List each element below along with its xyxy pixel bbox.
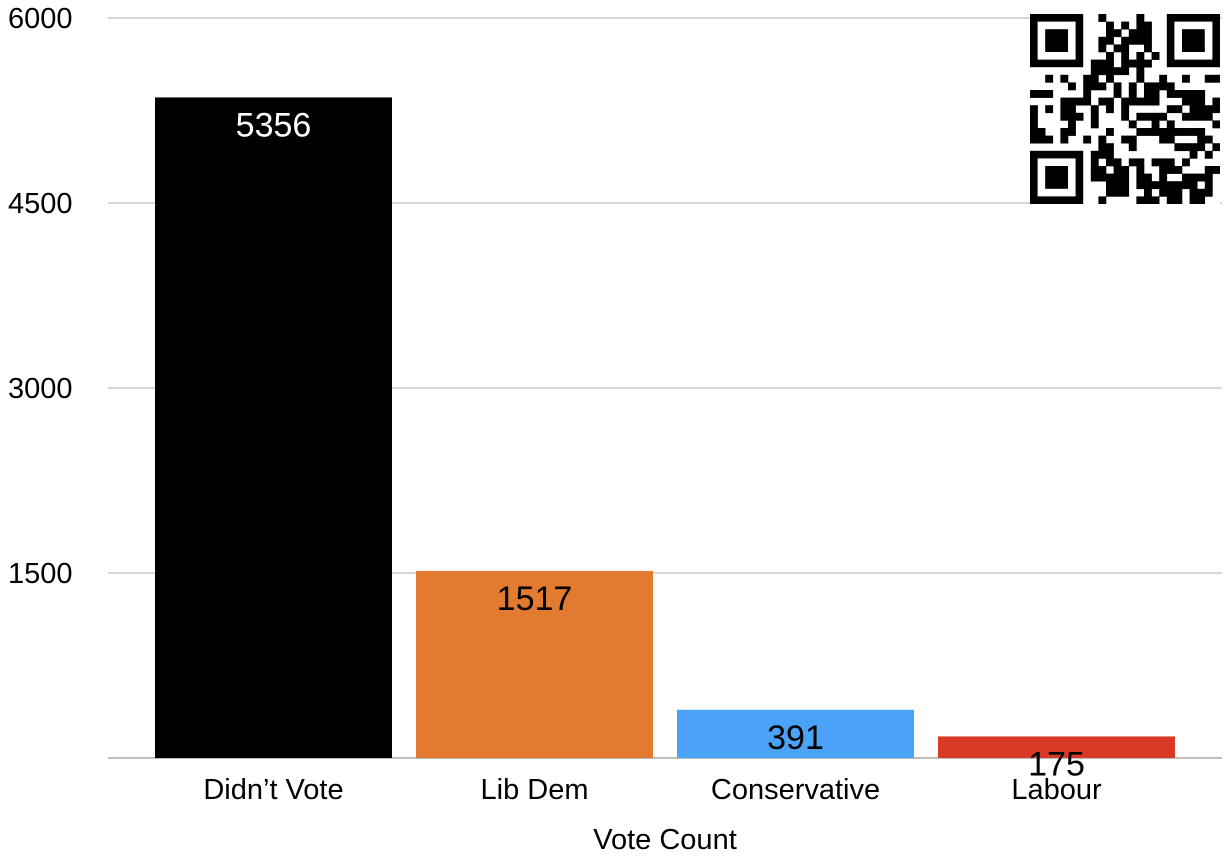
- y-axis-ticks: 1500 3000 4500 6000: [8, 3, 73, 590]
- x-category-label: Labour: [1011, 774, 1102, 806]
- data-label: 5356: [236, 106, 312, 144]
- y-tick-label: 4500: [8, 188, 73, 220]
- data-label: 175: [1028, 745, 1085, 783]
- data-label: 1517: [497, 580, 573, 618]
- qr-code-icon: [1030, 14, 1221, 205]
- data-label: 391: [767, 719, 824, 757]
- bar: [938, 736, 1175, 758]
- x-axis-title: Vote Count: [593, 824, 737, 856]
- x-axis-categories: Didn’t Vote Lib Dem Conservative Labour: [203, 774, 1102, 806]
- y-tick-label: 1500: [8, 558, 73, 590]
- x-category-label: Lib Dem: [481, 774, 589, 806]
- bar: [677, 709, 914, 758]
- bar: [416, 570, 653, 758]
- y-tick-label: 6000: [8, 3, 73, 35]
- bars: 5356 1517 391 175: [155, 97, 1175, 783]
- bar: [155, 97, 392, 759]
- y-tick-label: 3000: [8, 373, 73, 405]
- x-category-label: Conservative: [711, 774, 880, 806]
- x-category-label: Didn’t Vote: [203, 774, 343, 806]
